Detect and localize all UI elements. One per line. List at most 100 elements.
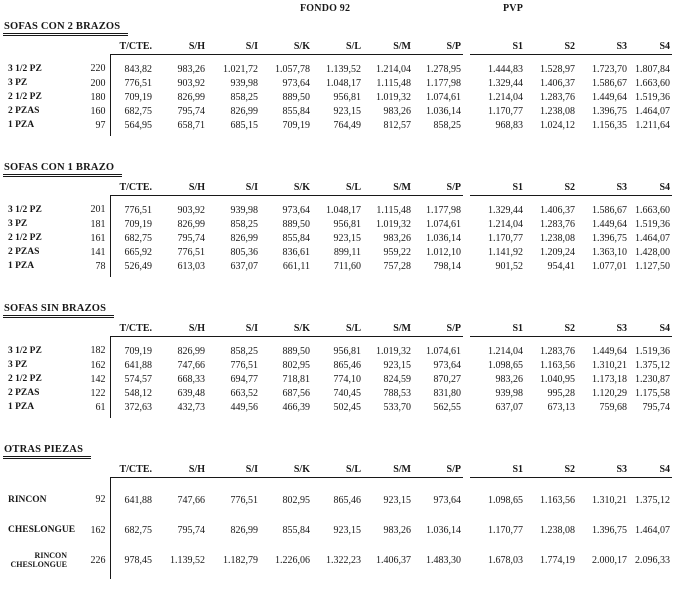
row-measure: 61 (95, 401, 106, 413)
section-title: OTRAS PIEZAS (3, 444, 92, 459)
price-cell: 923,15 (333, 232, 362, 244)
column-header: S/K (260, 178, 312, 196)
section-title: SOFAS CON 2 BRAZOS (3, 21, 129, 36)
price-cell: 682,75 (109, 104, 154, 118)
price-cell: 1.375,12 (635, 359, 670, 371)
price-cell: 983,26 (383, 105, 412, 117)
price-cell: 802,95 (282, 359, 311, 371)
price-cell: 826,99 (177, 91, 206, 103)
price-cell: 831,80 (433, 387, 462, 399)
price-cell: 826,99 (230, 105, 259, 117)
column-header: S2 (525, 37, 577, 55)
price-cell: 1.057,78 (275, 63, 310, 75)
column-spacer (463, 319, 470, 337)
column-header: S/L (312, 460, 363, 478)
column-header: S/H (154, 178, 207, 196)
price-cell: 613,03 (177, 260, 206, 272)
measure-column-header (70, 178, 110, 196)
price-cell: 1.021,72 (223, 63, 258, 75)
price-cell: 858,25 (230, 345, 259, 357)
price-cell: 1.310,21 (592, 494, 627, 506)
row-measure: 78 (95, 260, 106, 272)
measure-column-header (70, 37, 110, 55)
table-row: CHESLONGUE 162 682,75 795,74 826,99 855,84 923… (0, 515, 672, 545)
row-label: 1 PZA (8, 402, 35, 412)
column-header: S/P (413, 178, 463, 196)
row-measure: 160 (90, 105, 106, 117)
price-cell: 1.678,03 (488, 554, 523, 566)
table-row: 2 PZAS 160 682,75 795,74 826,99 855,84 923,15 9… (0, 104, 672, 118)
table-row: 3 1/2 PZ 182 709,19 826,99 858,25 889,50 956,8… (0, 336, 672, 359)
column-header: S/M (363, 460, 413, 478)
price-cell: 466,39 (282, 401, 311, 413)
price-cell: 1.464,07 (635, 232, 670, 244)
price-cell: 1.483,30 (426, 554, 461, 566)
label-column-header (0, 319, 70, 337)
price-cell: 1.177,98 (426, 77, 461, 89)
price-cell: 682,75 (109, 515, 154, 545)
column-spacer (463, 178, 470, 196)
row-measure: 181 (90, 218, 106, 230)
price-cell: 1.444,83 (488, 63, 523, 75)
price-cell: 968,83 (495, 119, 524, 131)
price-cell: 1.211,64 (635, 119, 670, 131)
price-cell: 1.406,37 (540, 204, 575, 216)
measure-column-header (70, 460, 110, 478)
price-cell: 983,26 (177, 63, 206, 75)
price-cell: 1.209,24 (540, 246, 575, 258)
label-column-header (0, 178, 70, 196)
header-row: T/CTE. S/H S/I S/K S/L S/M S/P S1 S2 S3 S4 (0, 37, 672, 55)
fondo-92-header: FONDO 92 (300, 3, 351, 14)
price-cell: 973,64 (433, 494, 462, 506)
price-cell: 843,82 (109, 54, 154, 76)
price-cell: 1.663,60 (635, 204, 670, 216)
price-cell: 795,74 (642, 401, 671, 413)
table-row: 3 PZ 181 709,19 826,99 858,25 889,50 956,81 1.0… (0, 217, 672, 231)
table-row: 1 PZA 97 564,95 658,71 685,15 709,19 764,49 812… (0, 118, 672, 136)
row-label: 1 PZA (8, 261, 35, 271)
price-cell: 865,46 (333, 494, 362, 506)
row-measure: 200 (90, 77, 106, 89)
price-cell: 1.175,58 (635, 387, 670, 399)
pvp-header: PVP (503, 3, 524, 14)
price-cell: 718,81 (282, 373, 311, 385)
price-cell: 1.214,04 (488, 218, 523, 230)
price-cell: 1.163,56 (540, 359, 575, 371)
price-cell: 901,52 (495, 260, 524, 272)
price-cell: 1.322,23 (326, 554, 361, 566)
price-cell: 1.396,75 (592, 524, 627, 536)
column-header: S/H (154, 319, 207, 337)
column-header: S/K (260, 319, 312, 337)
column-header: S/I (207, 319, 260, 337)
column-spacer (463, 478, 470, 516)
row-label: 1 PZA (8, 120, 35, 130)
price-cell: 564,95 (109, 118, 154, 136)
price-cell: 1.464,07 (635, 105, 670, 117)
price-cell: 1.048,17 (326, 77, 361, 89)
price-cell: 939,98 (230, 77, 259, 89)
price-cell: 711,60 (333, 260, 361, 272)
price-cell: 1.519,36 (635, 218, 670, 230)
price-cell: 776,51 (177, 246, 206, 258)
column-header: S/I (207, 460, 260, 478)
price-cell: 795,74 (177, 232, 206, 244)
column-header: S/K (260, 37, 312, 55)
section-title: SOFAS CON 1 BRAZO (3, 162, 123, 177)
price-cell: 1.012,10 (426, 246, 461, 258)
price-cell: 661,11 (282, 260, 310, 272)
price-cell: 1.098,65 (488, 494, 523, 506)
price-cell: 1.074,61 (426, 91, 461, 103)
price-cell: 1.019,32 (376, 218, 411, 230)
row-measure: 201 (90, 204, 106, 216)
column-header: S/P (413, 319, 463, 337)
column-spacer (463, 337, 470, 359)
price-cell: 1.170,77 (488, 105, 523, 117)
column-spacer (463, 245, 470, 259)
column-header: S3 (577, 319, 629, 337)
price-cell: 747,66 (177, 359, 206, 371)
column-spacer (463, 104, 470, 118)
row-label: RINCON CHESLONGUE (10, 551, 67, 569)
label-column-header (0, 37, 70, 55)
price-cell: 1.214,04 (488, 345, 523, 357)
row-label: 3 1/2 PZ (8, 345, 42, 356)
